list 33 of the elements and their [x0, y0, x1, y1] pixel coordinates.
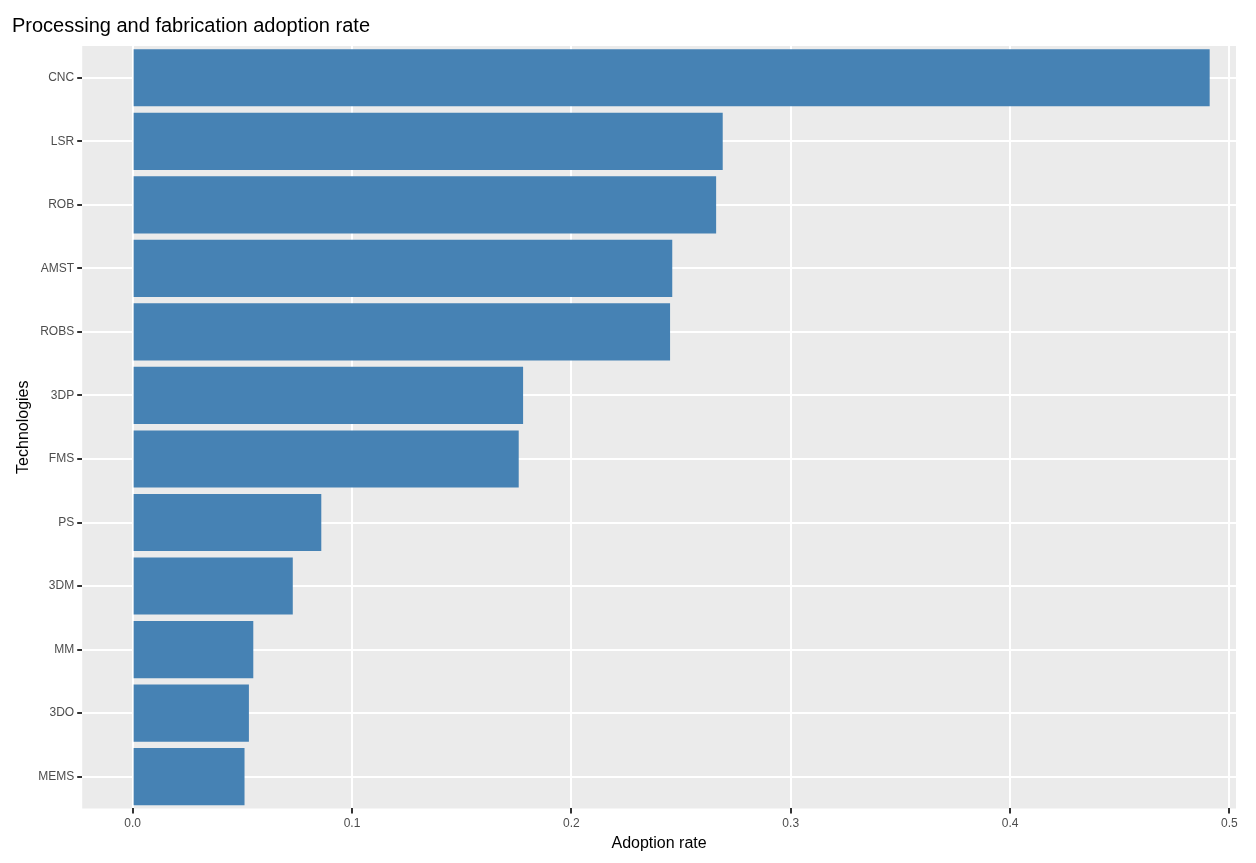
y-tick-label: ROB — [48, 197, 75, 212]
bar — [133, 176, 717, 234]
y-tick-label: 3DO — [49, 705, 75, 720]
y-tick-label: CNC — [48, 70, 75, 85]
y-tick-label: MEMS — [38, 768, 75, 783]
bar — [133, 366, 524, 425]
x-tick-label: 0.4 — [1001, 815, 1019, 830]
y-tick-label: ROBS — [40, 324, 75, 339]
bar — [133, 748, 245, 806]
bar — [133, 112, 723, 170]
chart-title: Processing and fabrication adoption rate — [12, 13, 371, 36]
bar — [133, 430, 519, 488]
y-tick-label: MM — [54, 641, 75, 656]
y-tick-label: PS — [58, 514, 75, 529]
bar — [133, 49, 1210, 107]
x-tick-label: 0.0 — [124, 815, 142, 830]
bar — [133, 557, 293, 615]
y-tick-label: 3DP — [50, 387, 75, 402]
x-tick-label: 0.5 — [1221, 815, 1239, 830]
bar — [133, 303, 671, 361]
x-tick-label: 0.2 — [563, 815, 581, 830]
y-axis-title: Technologies — [14, 380, 32, 474]
x-tick-label: 0.3 — [782, 815, 800, 830]
y-tick-label: FMS — [48, 451, 75, 466]
bar — [133, 239, 673, 297]
bar — [133, 493, 322, 552]
bar — [133, 620, 254, 679]
y-tick-label: LSR — [50, 133, 75, 148]
x-axis-title: Adoption rate — [611, 833, 707, 851]
bar — [133, 684, 249, 742]
y-tick-label: AMST — [40, 260, 75, 275]
x-tick-label: 0.1 — [343, 815, 361, 830]
y-tick-label: 3DM — [48, 578, 75, 593]
